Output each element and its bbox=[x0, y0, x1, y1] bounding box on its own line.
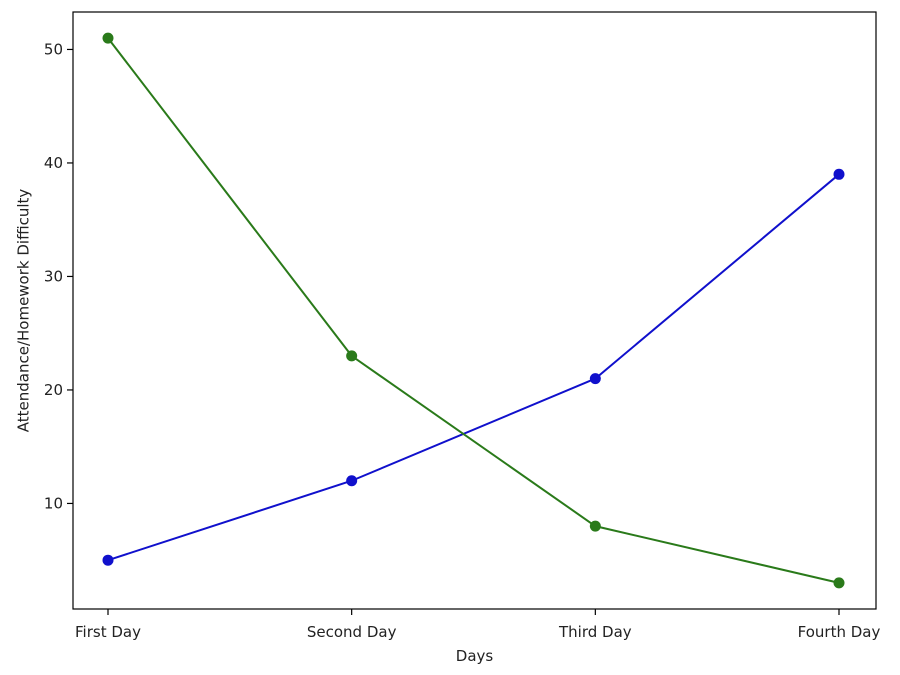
x-tick-label: Fourth Day bbox=[798, 623, 881, 641]
series-line-1 bbox=[107, 173, 840, 562]
x-axis: First Day Second Day Third Day Fourth Day bbox=[75, 609, 880, 641]
y-axis-title: Attendance/Homework Difficulty bbox=[14, 189, 32, 433]
series-line-2 bbox=[107, 37, 840, 584]
series-2-point bbox=[102, 32, 114, 44]
series-2-point bbox=[833, 577, 845, 589]
y-tick-label: 40 bbox=[44, 154, 63, 172]
y-tick-label: 30 bbox=[44, 267, 63, 285]
series-1-point bbox=[589, 373, 601, 385]
series-2-point bbox=[346, 350, 358, 362]
x-tick-label: Third Day bbox=[558, 623, 632, 641]
y-tick-label: 10 bbox=[44, 494, 63, 512]
y-tick-label: 20 bbox=[44, 381, 63, 399]
series-1-point bbox=[102, 554, 114, 566]
series-1-point bbox=[346, 475, 358, 487]
y-axis: 10 20 30 40 50 bbox=[44, 40, 73, 512]
y-tick-label: 50 bbox=[44, 40, 63, 58]
plot-area bbox=[72, 11, 877, 610]
series-layer bbox=[102, 32, 845, 589]
series-2-point bbox=[589, 520, 601, 532]
x-tick-label: Second Day bbox=[307, 623, 397, 641]
x-tick-label: First Day bbox=[75, 623, 141, 641]
x-axis-title: Days bbox=[456, 647, 494, 665]
series-1-point bbox=[833, 168, 845, 180]
